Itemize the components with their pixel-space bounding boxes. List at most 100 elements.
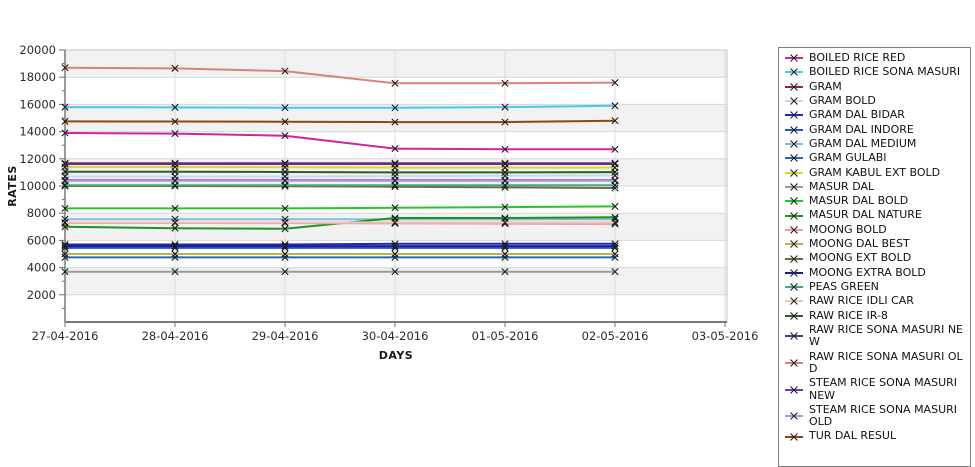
legend-item: GRAM KABUL EXT BOLD <box>784 165 968 179</box>
legend-line-marker-icon <box>785 168 803 177</box>
series-line <box>65 174 616 178</box>
legend-item-label: MASUR DAL NATURE <box>809 208 922 222</box>
x-marker-icon <box>171 160 179 168</box>
legend-item-label: RAW RICE SONA MASURI NEW <box>809 322 964 349</box>
x-marker-icon <box>501 145 509 153</box>
x-marker-icon <box>171 218 179 227</box>
legend-line-marker-icon <box>785 211 803 220</box>
legend-item-label: PEAS GREEN <box>809 280 879 293</box>
legend-item: GRAM DAL INDORE <box>784 122 968 136</box>
x-marker-icon <box>501 103 509 111</box>
legend-item-label: BOILED RICE RED <box>809 51 906 64</box>
x-marker-icon <box>611 168 619 176</box>
legend-item: RAW RICE IDLI CAR <box>784 294 968 308</box>
legend-item: RAW RICE SONA MASURI OLD <box>784 349 968 376</box>
legend-item: GRAM <box>784 79 968 93</box>
y-tick-label: 20000 <box>19 43 56 57</box>
legend-item-label: MOONG DAL BEST <box>809 237 910 251</box>
x-marker-icon <box>171 130 179 138</box>
legend-item-label: BOILED RICE SONA MASURI <box>809 65 961 79</box>
legend-item-label: TUR DAL RESUL <box>809 429 897 443</box>
legend-item: MOONG EXTRA BOLD <box>784 266 968 279</box>
x-marker-icon <box>171 253 179 261</box>
x-marker-icon <box>61 204 69 213</box>
legend-item-label: GRAM DAL MEDIUM <box>809 136 917 150</box>
legend-line-marker-icon <box>785 297 803 306</box>
legend-item: TUR DAL RESUL <box>784 430 968 442</box>
x-marker-icon <box>391 242 399 250</box>
line-chart-plot: 2000 4000 6000 8000 10000 12000 14000 16000 1800… <box>19 43 758 343</box>
x-marker-icon <box>501 242 509 250</box>
series-line <box>64 104 616 109</box>
legend-item-label: MOONG BOLD <box>809 222 887 236</box>
x-marker-icon <box>501 250 509 258</box>
chart-region: RATES 2000 4000 6000 8000 10000 12000 14000 160… <box>6 43 971 467</box>
x-marker-icon <box>281 118 289 126</box>
legend-item: STEAM RICE SONA MASURI NEW <box>784 377 968 402</box>
series-line <box>64 119 616 124</box>
legend-line-marker-icon <box>785 332 803 341</box>
legend-item-label: GRAM KABUL EXT BOLD <box>809 165 941 179</box>
x-marker-icon <box>501 203 509 211</box>
y-tick-label: 16000 <box>19 97 56 111</box>
y-tick-label: 10000 <box>19 179 56 193</box>
legend-line-marker-icon <box>785 154 803 163</box>
x-marker-icon <box>171 268 179 276</box>
legend-item-label: RAW RICE IDLI CAR <box>809 294 914 308</box>
x-marker-icon <box>611 213 619 221</box>
legend-item-label: GRAM DAL INDORE <box>809 122 914 136</box>
legend-line-marker-icon <box>785 226 803 234</box>
x-marker-icon <box>501 218 509 227</box>
legend-item-label: MASUR DAL <box>809 179 875 193</box>
x-marker-icon <box>61 64 69 72</box>
legend-line-marker-icon <box>785 183 803 191</box>
legend-item-label: STEAM RICE SONA MASURI OLD <box>809 402 958 429</box>
legend-item-label: GRAM GULABI <box>809 151 887 165</box>
x-marker-icon <box>611 117 619 125</box>
legend-item: MASUR DAL <box>784 179 968 193</box>
x-tick-label: 29-04-2016 <box>252 329 319 343</box>
legend-line-marker-icon <box>785 432 803 441</box>
legend-line-marker-icon <box>785 358 803 367</box>
x-marker-icon <box>611 145 619 153</box>
legend-item: GRAM DAL BIDAR <box>784 108 968 121</box>
legend-item-label: GRAM <box>809 79 842 93</box>
legend-line-marker-icon <box>785 82 803 91</box>
x-marker-icon <box>611 160 619 168</box>
legend-item-label: RAW RICE SONA MASURI OLD <box>809 349 963 375</box>
series-line <box>65 166 615 169</box>
y-tick-label: 14000 <box>19 125 56 139</box>
x-marker-icon <box>611 177 619 185</box>
y-tick-label: 6000 <box>27 233 56 247</box>
x-marker-icon <box>171 224 179 232</box>
x-marker-icon <box>501 268 509 276</box>
y-tick-label: 8000 <box>27 206 56 220</box>
x-marker-icon <box>281 104 289 112</box>
legend-line-marker-icon <box>785 140 803 148</box>
x-marker-icon <box>501 118 509 126</box>
legend-item-label: MOONG EXT BOLD <box>809 251 912 265</box>
x-marker-icon <box>171 103 179 111</box>
x-marker-icon <box>391 160 399 168</box>
y-tick-label: 12000 <box>19 152 56 166</box>
x-marker-icon <box>611 242 619 250</box>
x-tick-label: 27-04-2016 <box>32 329 99 343</box>
x-marker-icon <box>391 204 399 212</box>
x-tick-label: 28-04-2016 <box>142 329 209 343</box>
y-tick-label: 18000 <box>19 70 56 84</box>
x-tick-label: 30-04-2016 <box>362 329 429 343</box>
legend-item: MASUR DAL NATURE <box>784 209 968 221</box>
legend-item: PEAS GREEN <box>784 280 968 293</box>
x-marker-icon <box>171 64 179 72</box>
legend-item-label: RAW RICE IR-8 <box>809 308 888 322</box>
x-marker-icon <box>281 67 289 75</box>
x-marker-icon <box>391 177 399 185</box>
legend-item-label: GRAM BOLD <box>809 93 876 107</box>
plot-band <box>65 50 727 78</box>
x-marker-icon <box>61 117 69 125</box>
legend-line-marker-icon <box>785 268 803 277</box>
series-line <box>64 132 615 151</box>
x-marker-icon <box>281 250 289 258</box>
x-marker-icon <box>281 168 289 176</box>
legend-item: STEAM RICE SONA MASURI OLD <box>784 402 968 429</box>
